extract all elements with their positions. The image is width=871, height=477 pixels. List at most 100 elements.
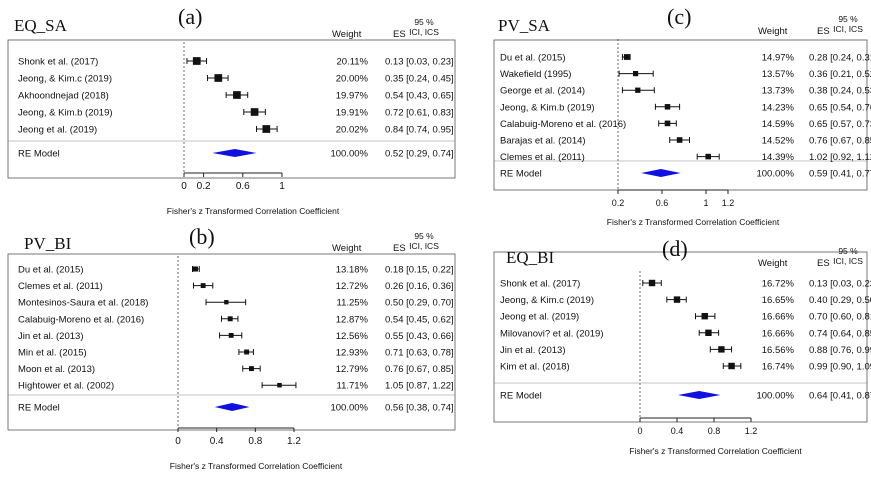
weight-value: 20.02% (336, 125, 369, 136)
es-header: ES (817, 258, 830, 269)
study-label: Du et al. (2015) (18, 265, 83, 276)
weight-value: 12.93% (336, 348, 369, 359)
x-tick-label: 1.2 (722, 198, 735, 208)
panel-letter: (b) (189, 228, 215, 249)
es-value: 0.70 [0.60, 0.81] (809, 312, 871, 323)
x-axis-label: Fisher's z Transformed Correlation Coeff… (170, 461, 343, 471)
point-estimate (250, 108, 259, 116)
es-value: 0.88 [0.76, 0.99] (809, 345, 871, 356)
re-weight-value: 100.00% (756, 391, 794, 402)
es-value: 0.28 [0.24, 0.31] (809, 53, 871, 64)
weight-value: 12.87% (336, 314, 369, 325)
point-estimate (635, 87, 641, 93)
weight-header: Weight (332, 29, 362, 40)
study-label: Montesinos-Saura et al. (2018) (18, 298, 148, 309)
es-value: 0.13 [0.03, 0.23] (385, 57, 454, 68)
x-tick-label: 0.8 (708, 426, 721, 436)
panel-title: EQ_SA (14, 16, 68, 35)
es-value: 0.40 [0.29, 0.50] (809, 295, 871, 306)
weight-value: 13.73% (762, 86, 795, 97)
es-value: 0.38 [0.24, 0.53] (809, 86, 871, 97)
point-estimate (664, 120, 671, 127)
forest-plot-d: EQ_BI (d) Weight ES 95 %ICI, ICS Shonk et al.… (493, 236, 871, 456)
re-diamond (677, 391, 721, 399)
weight-value: 16.66% (762, 312, 795, 323)
re-es-value: 0.59 [0.41, 0.77] (809, 169, 871, 180)
study-label: Jeong, & Kim.b (2019) (500, 102, 595, 113)
study-label: George et al. (2014) (500, 86, 585, 97)
weight-value: 14.23% (762, 102, 795, 113)
point-estimate (673, 296, 681, 303)
point-estimate (192, 57, 201, 65)
ci-header-top: 95 % (838, 246, 858, 256)
weight-value: 11.71% (336, 381, 368, 392)
es-value: 0.35 [0.24, 0.45] (385, 74, 454, 85)
study-label: Jin et al. (2013) (18, 331, 83, 342)
point-estimate (192, 266, 198, 272)
study-label: Jin et al. (2013) (500, 345, 565, 356)
weight-value: 16.74% (762, 362, 795, 373)
panel-frame (7, 39, 456, 179)
es-value: 0.13 [0.03, 0.23] (809, 279, 871, 290)
point-estimate (214, 74, 223, 82)
study-label: Calabuig-Moreno et al. (2016) (500, 119, 626, 130)
es-value: 0.55 [0.43, 0.66] (385, 331, 454, 342)
re-weight-value: 100.00% (330, 149, 368, 160)
re-diamond (641, 169, 681, 177)
x-tick-label: 0.2 (197, 181, 211, 192)
es-value: 0.71 [0.63, 0.78] (385, 348, 454, 359)
ci-header-bottom: ICI, ICS (409, 241, 439, 251)
study-label: Jeong et al. (2019) (18, 125, 97, 136)
es-value: 0.65 [0.54, 0.76] (809, 102, 871, 113)
forest-panel-c: PV_SA (c) Weight ES 95 % ICI, ICS Du et al. (2… (490, 0, 871, 232)
forest-panel-d: EQ_BI (d) Weight ES 95 % ICI, ICS Shonk et al.… (490, 232, 871, 477)
es-header: ES (393, 29, 406, 40)
re-model-label: RE Model (500, 391, 542, 402)
study-label: Clemes et al. (2011) (18, 281, 103, 292)
weight-value: 20.11% (336, 57, 368, 68)
point-estimate (664, 104, 671, 110)
es-header: ES (393, 243, 406, 254)
weight-value: 16.56% (762, 345, 795, 356)
study-label: Jeong, & Kim.c (2019) (500, 295, 594, 306)
re-model-label: RE Model (18, 403, 60, 414)
x-tick-label: 1 (279, 181, 285, 192)
point-estimate (705, 329, 712, 337)
study-label: Hightower et al. (2002) (18, 381, 114, 392)
study-label: Jeong, & Kim.c (2019) (18, 74, 112, 85)
es-value: 0.18 [0.15, 0.22] (385, 265, 454, 276)
es-value: 0.36 [0.21, 0.52] (809, 69, 871, 80)
forest-plot-b: PV_BI (b) Weight ES 95 %ICI, ICS Du et al. (2… (7, 228, 456, 471)
study-label: Clemes et al. (2011) (500, 152, 585, 163)
re-diamond (212, 149, 257, 157)
weight-value: 20.00% (336, 74, 369, 85)
weight-value: 13.18% (336, 265, 369, 276)
panel-title: PV_BI (24, 234, 72, 253)
re-weight-value: 100.00% (330, 403, 368, 414)
study-label: Barajas et al. (2014) (500, 136, 586, 147)
es-value: 0.26 [0.16, 0.36] (385, 281, 454, 292)
point-estimate (262, 125, 271, 133)
ci-header-top: 95 % (838, 14, 858, 24)
panel-letter: (a) (178, 4, 202, 29)
re-diamond (214, 403, 250, 411)
weight-value: 16.65% (762, 295, 795, 306)
point-estimate (701, 312, 708, 320)
study-label: Shonk et al. (2017) (500, 279, 580, 290)
study-label: Jeong, & Kim.b (2019) (18, 108, 113, 119)
weight-value: 14.52% (762, 136, 795, 147)
x-tick-label: 0 (637, 426, 642, 436)
weight-value: 12.56% (336, 331, 369, 342)
point-estimate (728, 362, 735, 370)
study-label: Calabuig-Moreno et al. (2016) (18, 314, 144, 325)
weight-value: 16.72% (762, 279, 795, 290)
panel-title: EQ_BI (506, 248, 555, 267)
es-value: 0.54 [0.43, 0.65] (385, 91, 454, 102)
weight-value: 13.57% (762, 69, 795, 80)
x-axis-label: Fisher's z Transformed Correlation Coeff… (167, 206, 340, 216)
point-estimate (224, 300, 229, 305)
es-value: 0.84 [0.74, 0.95] (385, 125, 454, 136)
x-axis-label: Fisher's z Transformed Correlation Coeff… (607, 217, 780, 227)
re-es-value: 0.52 [0.29, 0.74] (385, 149, 454, 160)
re-model-label: RE Model (18, 149, 60, 160)
